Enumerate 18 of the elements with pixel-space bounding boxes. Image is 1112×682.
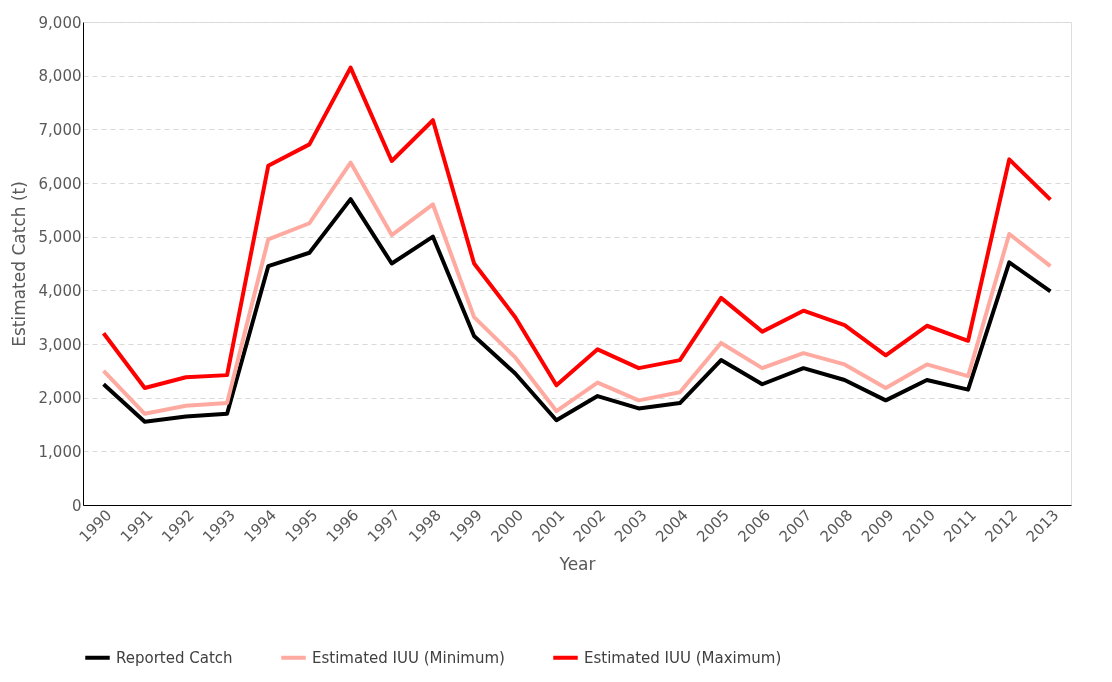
y-axis-title: Estimated Catch (t) xyxy=(8,181,29,347)
legend-label: Estimated IUU (Maximum) xyxy=(584,648,782,667)
line-series xyxy=(101,65,1053,391)
y-tick-label: 7,000 xyxy=(38,120,82,139)
y-tick-label: 0 xyxy=(71,496,82,515)
y-tick-label: 1,000 xyxy=(38,442,82,461)
x-axis-title: Year xyxy=(558,554,596,575)
y-tick-label: 2,000 xyxy=(38,389,82,408)
y-tick-label: 3,000 xyxy=(38,335,82,354)
y-tick-label: 9,000 xyxy=(38,13,82,32)
y-tick-label: 6,000 xyxy=(38,174,82,193)
line-series xyxy=(101,160,1053,416)
y-tick-label: 4,000 xyxy=(38,281,82,300)
y-tick-label: 8,000 xyxy=(38,67,82,86)
y-tick-label: 5,000 xyxy=(38,228,82,247)
legend-label: Estimated IUU (Minimum) xyxy=(312,648,505,667)
legend-label: Reported Catch xyxy=(116,648,233,667)
line-series xyxy=(101,197,1053,424)
